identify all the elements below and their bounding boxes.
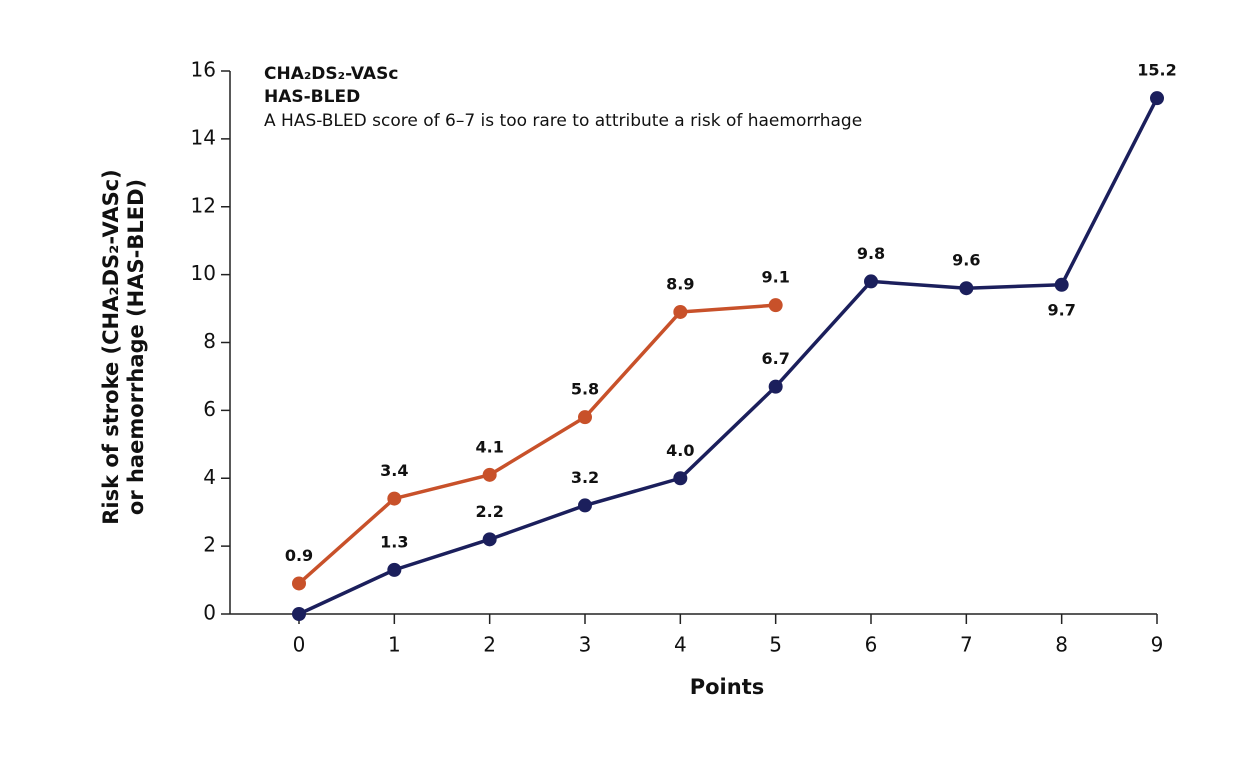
data-label: 9.8 bbox=[857, 244, 885, 263]
data-point bbox=[1150, 91, 1164, 106]
y-tick-label: 2 bbox=[203, 533, 216, 557]
data-point bbox=[1054, 277, 1069, 292]
data-point bbox=[578, 498, 592, 513]
x-tick-label: 4 bbox=[674, 633, 687, 657]
series-line bbox=[297, 303, 776, 585]
data-label: 8.9 bbox=[666, 274, 694, 293]
data-label: 3.4 bbox=[380, 461, 408, 480]
x-tick-label: 5 bbox=[769, 633, 782, 657]
data-point bbox=[292, 576, 306, 591]
data-label: 2.2 bbox=[475, 502, 503, 521]
data-label: 1.3 bbox=[380, 532, 408, 551]
y-tick-label: 4 bbox=[203, 465, 216, 489]
data-point bbox=[387, 491, 402, 506]
data-point bbox=[673, 304, 688, 319]
x-tick-label: 0 bbox=[293, 633, 306, 657]
y-axis-title-line: Risk of stroke (CHA₂DS₂-VASc) bbox=[99, 169, 123, 525]
data-label: 4.0 bbox=[666, 441, 694, 460]
y-tick-label: 8 bbox=[203, 329, 216, 353]
annotation: A HAS-BLED score of 6–7 is too rare to a… bbox=[264, 111, 862, 131]
data-label: 9.7 bbox=[1047, 300, 1075, 319]
data-label: 6.7 bbox=[761, 349, 789, 368]
x-tick-label: 7 bbox=[960, 633, 973, 657]
legend-entry: CHA₂DS₂-VASc bbox=[264, 64, 398, 84]
x-tick-label: 6 bbox=[865, 633, 878, 657]
data-point bbox=[959, 281, 974, 296]
y-tick-label: 14 bbox=[191, 125, 216, 149]
x-axis-title: Points bbox=[690, 675, 765, 699]
data-point bbox=[768, 379, 783, 394]
data-label: 0.9 bbox=[285, 546, 313, 565]
x-tick-label: 8 bbox=[1055, 633, 1068, 657]
data-point bbox=[292, 607, 306, 621]
y-tick-label: 12 bbox=[191, 193, 216, 217]
data-point bbox=[387, 562, 402, 577]
y-axis-title: Risk of stroke (CHA₂DS₂-VASc) or haemorr… bbox=[99, 169, 148, 525]
data-point bbox=[482, 532, 497, 547]
y-tick-label: 10 bbox=[191, 261, 216, 285]
series-line bbox=[298, 97, 1159, 616]
x-tick-label: 3 bbox=[579, 633, 592, 657]
data-label: 5.8 bbox=[571, 380, 599, 399]
data-point bbox=[673, 471, 688, 486]
data-point bbox=[578, 410, 592, 425]
y-tick-label: 6 bbox=[203, 397, 216, 421]
data-label: 15.2 bbox=[1137, 61, 1176, 80]
data-point bbox=[768, 298, 783, 313]
data-point bbox=[482, 467, 497, 482]
x-tick-label: 2 bbox=[483, 633, 496, 657]
x-tick-label: 9 bbox=[1151, 633, 1164, 657]
data-label: 3.2 bbox=[571, 468, 599, 487]
legend-entry: HAS-BLED bbox=[264, 87, 360, 107]
data-label: 9.1 bbox=[761, 268, 789, 287]
x-tick-label: 1 bbox=[388, 633, 401, 657]
y-tick-label: 16 bbox=[191, 58, 216, 82]
y-tick-label: 0 bbox=[203, 601, 216, 625]
data-point bbox=[864, 274, 878, 289]
data-label: 9.6 bbox=[952, 251, 980, 270]
data-label: 4.1 bbox=[475, 437, 503, 456]
y-axis-title-line: or haemorrhage (HAS-BLED) bbox=[124, 179, 148, 515]
